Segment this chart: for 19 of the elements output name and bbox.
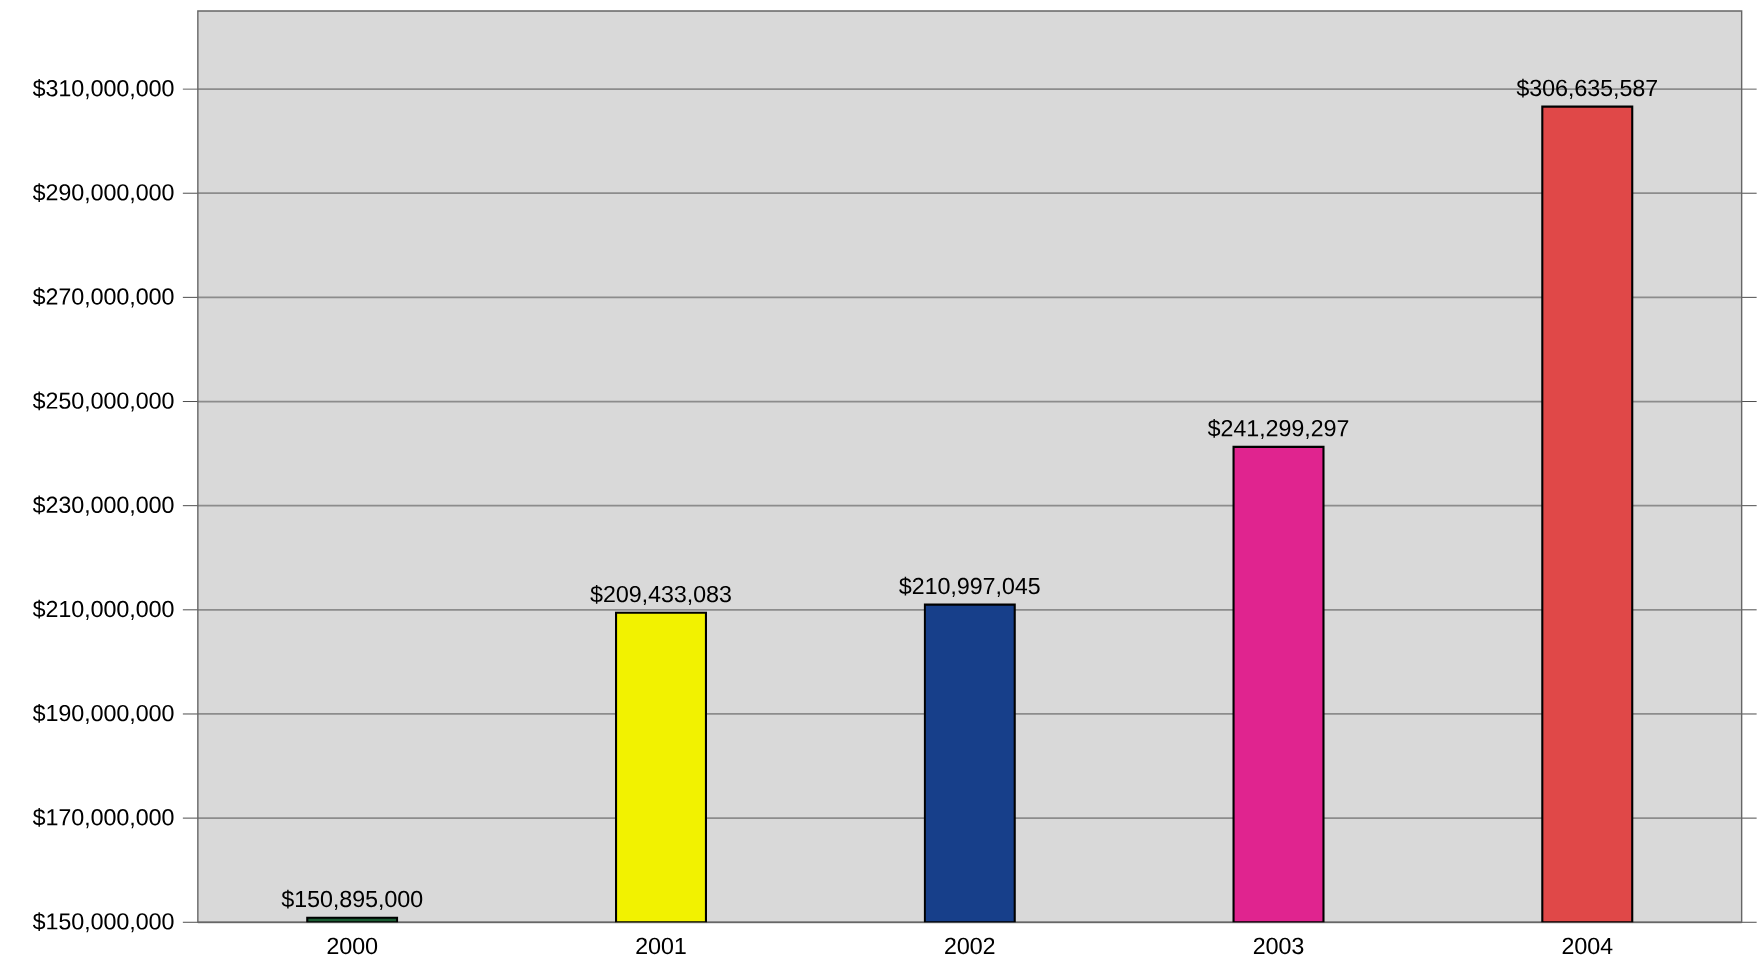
y-tick-label: $210,000,000 — [32, 599, 174, 620]
data-label: $209,433,083 — [590, 584, 731, 605]
x-tick-label: 2000 — [327, 937, 378, 955]
y-tick-label: $270,000,000 — [32, 287, 174, 308]
y-tick-label: $250,000,000 — [32, 391, 174, 412]
y-tick-label: $290,000,000 — [32, 183, 174, 204]
data-label: $306,635,587 — [1516, 78, 1657, 99]
x-tick-label: 2003 — [1253, 937, 1304, 955]
data-label: $241,299,297 — [1207, 418, 1349, 440]
data-label: $210,997,045 — [899, 576, 1040, 597]
data-label: $150,895,000 — [281, 889, 423, 910]
y-tick-label: $170,000,000 — [32, 807, 174, 829]
x-tick-label: 2004 — [1562, 937, 1613, 955]
y-tick-label: $190,000,000 — [32, 703, 174, 724]
y-tick-label: $150,000,000 — [32, 912, 174, 933]
x-tick-label: 2001 — [636, 937, 686, 955]
y-tick-label: $310,000,000 — [32, 78, 174, 100]
y-tick-label: $230,000,000 — [32, 495, 174, 516]
x-tick-label: 2002 — [945, 937, 995, 955]
